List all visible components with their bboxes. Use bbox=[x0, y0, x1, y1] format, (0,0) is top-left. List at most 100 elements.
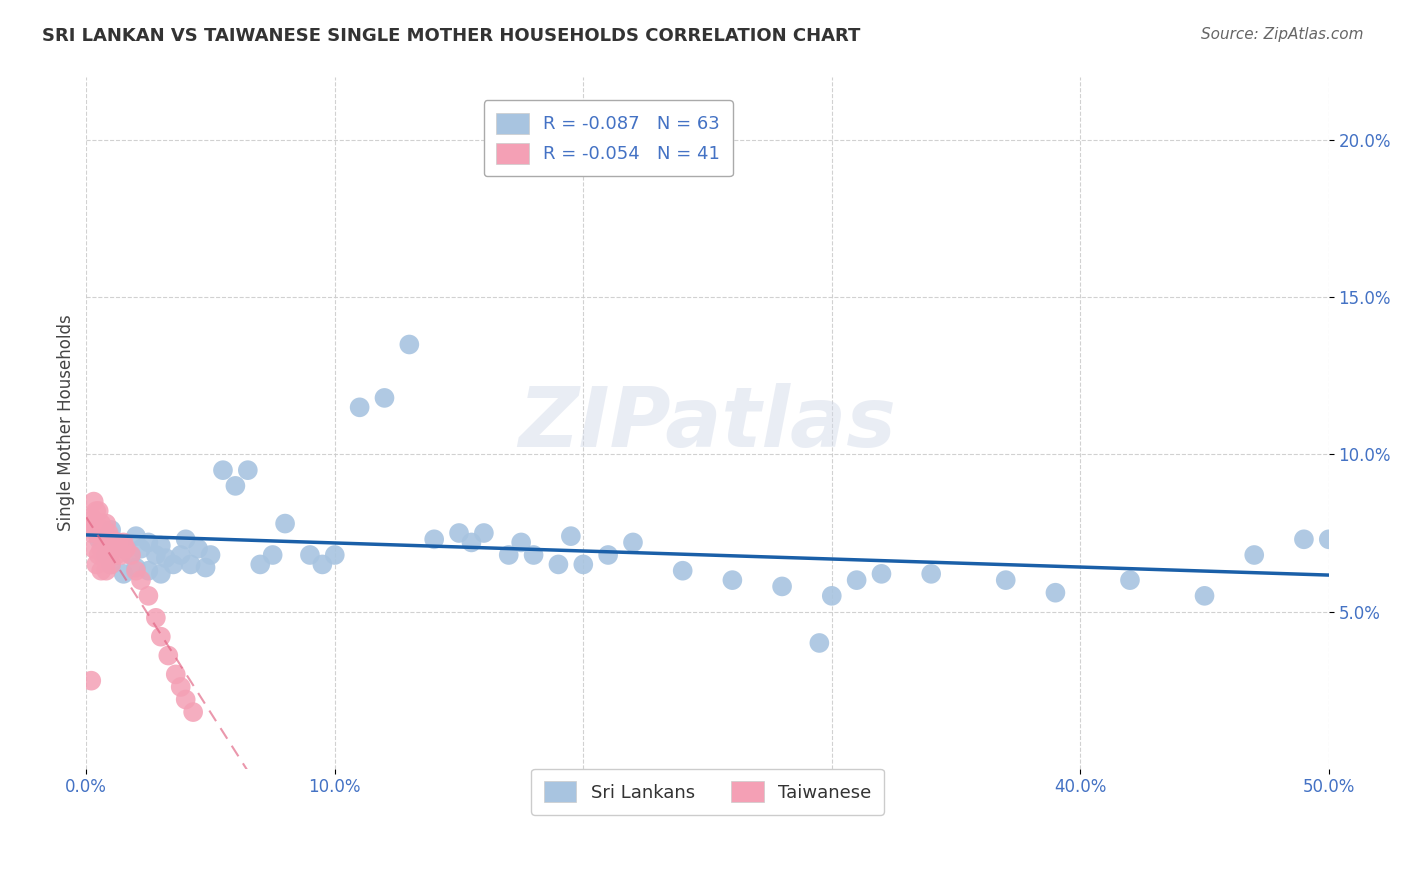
Point bbox=[472, 526, 495, 541]
Point bbox=[84, 558, 107, 572]
Point bbox=[138, 564, 160, 578]
Point bbox=[165, 667, 187, 681]
Point bbox=[120, 548, 142, 562]
Point bbox=[498, 548, 520, 562]
Point bbox=[1194, 589, 1216, 603]
Text: ZIPatlas: ZIPatlas bbox=[519, 383, 897, 464]
Point bbox=[236, 463, 259, 477]
Point bbox=[200, 548, 222, 562]
Point bbox=[149, 566, 172, 581]
Point bbox=[572, 558, 595, 572]
Point bbox=[100, 558, 122, 572]
Point bbox=[96, 548, 118, 562]
Point bbox=[149, 539, 172, 553]
Point bbox=[96, 541, 118, 556]
Point bbox=[110, 548, 132, 562]
Point bbox=[224, 479, 246, 493]
Point bbox=[262, 548, 284, 562]
Point bbox=[174, 692, 197, 706]
Point bbox=[311, 558, 333, 572]
Legend: Sri Lankans, Taiwanese: Sri Lankans, Taiwanese bbox=[531, 769, 884, 815]
Text: Source: ZipAtlas.com: Source: ZipAtlas.com bbox=[1201, 27, 1364, 42]
Y-axis label: Single Mother Households: Single Mother Households bbox=[58, 315, 75, 532]
Point bbox=[1292, 533, 1315, 547]
Point bbox=[93, 548, 115, 562]
Point bbox=[112, 541, 135, 556]
Point bbox=[125, 564, 148, 578]
Point bbox=[373, 391, 395, 405]
Point bbox=[162, 558, 184, 572]
Point bbox=[181, 705, 204, 719]
Point bbox=[170, 548, 193, 562]
Point bbox=[107, 535, 129, 549]
Point bbox=[1119, 573, 1142, 587]
Point bbox=[120, 548, 142, 562]
Point bbox=[560, 529, 582, 543]
Point bbox=[274, 516, 297, 531]
Point bbox=[349, 401, 371, 415]
Point bbox=[112, 535, 135, 549]
Point bbox=[138, 589, 160, 603]
Point bbox=[90, 516, 112, 531]
Point bbox=[423, 533, 446, 547]
Point bbox=[157, 648, 180, 663]
Point bbox=[129, 541, 152, 556]
Point bbox=[180, 558, 202, 572]
Point bbox=[80, 673, 103, 688]
Point bbox=[83, 541, 105, 556]
Point bbox=[721, 573, 744, 587]
Point bbox=[1045, 585, 1067, 599]
Point bbox=[821, 589, 844, 603]
Point bbox=[138, 535, 160, 549]
Point bbox=[87, 526, 110, 541]
Point bbox=[87, 548, 110, 562]
Point bbox=[460, 535, 482, 549]
Point bbox=[1317, 533, 1340, 547]
Point bbox=[83, 516, 105, 531]
Point bbox=[96, 516, 118, 531]
Point bbox=[87, 533, 110, 547]
Point bbox=[115, 541, 138, 556]
Point bbox=[598, 548, 620, 562]
Point bbox=[194, 560, 217, 574]
Point bbox=[145, 611, 167, 625]
Point bbox=[249, 558, 271, 572]
Point bbox=[125, 560, 148, 574]
Point bbox=[80, 510, 103, 524]
Point bbox=[100, 523, 122, 537]
Point bbox=[103, 541, 125, 556]
Point bbox=[170, 680, 193, 694]
Point bbox=[187, 541, 209, 556]
Point bbox=[770, 579, 793, 593]
Point bbox=[174, 533, 197, 547]
Point bbox=[1243, 548, 1265, 562]
Point bbox=[149, 630, 172, 644]
Point bbox=[672, 564, 695, 578]
Point bbox=[100, 558, 122, 572]
Point bbox=[510, 535, 533, 549]
Point bbox=[994, 573, 1017, 587]
Point bbox=[398, 337, 420, 351]
Point bbox=[105, 548, 128, 562]
Text: SRI LANKAN VS TAIWANESE SINGLE MOTHER HOUSEHOLDS CORRELATION CHART: SRI LANKAN VS TAIWANESE SINGLE MOTHER HO… bbox=[42, 27, 860, 45]
Point bbox=[125, 529, 148, 543]
Point bbox=[129, 573, 152, 587]
Point bbox=[83, 494, 105, 508]
Point bbox=[87, 504, 110, 518]
Point bbox=[845, 573, 868, 587]
Point bbox=[523, 548, 546, 562]
Point bbox=[90, 564, 112, 578]
Point bbox=[298, 548, 321, 562]
Point bbox=[323, 548, 346, 562]
Point bbox=[920, 566, 942, 581]
Point bbox=[80, 526, 103, 541]
Point bbox=[112, 566, 135, 581]
Point bbox=[97, 551, 120, 566]
Point bbox=[212, 463, 235, 477]
Point bbox=[870, 566, 893, 581]
Point bbox=[100, 533, 122, 547]
Point bbox=[808, 636, 831, 650]
Point bbox=[93, 523, 115, 537]
Point bbox=[96, 564, 118, 578]
Point bbox=[84, 504, 107, 518]
